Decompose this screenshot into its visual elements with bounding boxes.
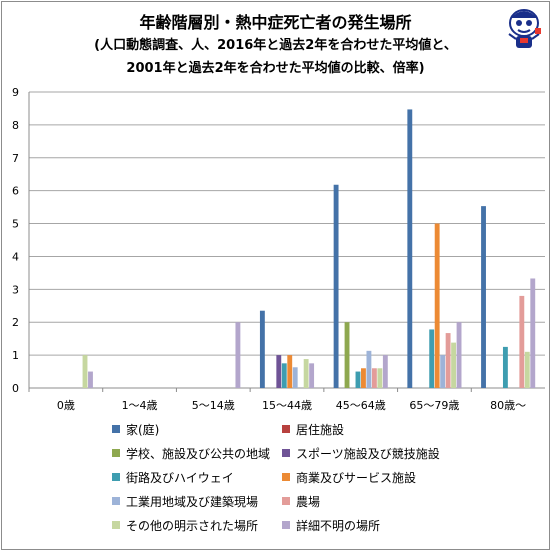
legend-label: 街路及びハイウェイ bbox=[126, 471, 234, 485]
x-tick-label: 15～44歳 bbox=[262, 399, 312, 412]
mascot-logo-icon bbox=[508, 9, 541, 48]
bar bbox=[451, 342, 457, 388]
legend-item: 学校、施設及び公共の地域 bbox=[112, 445, 270, 462]
legend-swatch bbox=[282, 449, 290, 457]
bar bbox=[361, 368, 366, 388]
legend-item: 農場 bbox=[282, 493, 320, 510]
legend-item: その他の明示された場所 bbox=[112, 517, 258, 534]
legend-label: スポーツ施設及び競技施設 bbox=[296, 447, 440, 461]
bar bbox=[371, 368, 377, 388]
bar bbox=[235, 322, 241, 388]
legend-label: 農場 bbox=[296, 495, 321, 509]
y-tick-label: 9 bbox=[12, 86, 19, 99]
legend-label: 工業用地域及び建築現場 bbox=[126, 495, 259, 509]
bar bbox=[276, 355, 282, 388]
bar bbox=[429, 329, 435, 388]
bar bbox=[445, 333, 451, 388]
legend-swatch bbox=[282, 521, 290, 529]
legend-item: 家(庭) bbox=[112, 421, 159, 438]
legend-swatch bbox=[282, 425, 290, 433]
x-tick-label: 45～64歳 bbox=[336, 399, 386, 412]
bar bbox=[456, 322, 462, 388]
legend-label: 商業及びサービス施設 bbox=[296, 471, 417, 485]
legend-swatch bbox=[112, 473, 120, 481]
bar bbox=[88, 371, 93, 388]
bar bbox=[502, 346, 508, 388]
legend-label: その他の明示された場所 bbox=[126, 519, 259, 533]
bar bbox=[377, 368, 383, 388]
legend-label: 詳細不明の場所 bbox=[296, 519, 381, 533]
y-tick-label: 8 bbox=[12, 119, 19, 132]
legend-item: 街路及びハイウェイ bbox=[112, 469, 234, 486]
bar bbox=[434, 223, 440, 388]
bar bbox=[333, 184, 339, 388]
legend-item: 商業及びサービス施設 bbox=[282, 469, 416, 486]
y-tick-label: 1 bbox=[12, 349, 19, 362]
bar bbox=[344, 322, 350, 388]
chart-title: 年齢階層別・熱中症死亡者の発生場所 bbox=[139, 13, 412, 32]
bar bbox=[259, 310, 265, 388]
legend-label: 居住施設 bbox=[296, 423, 345, 437]
bar bbox=[355, 371, 361, 388]
legend-swatch bbox=[112, 425, 120, 433]
legend-swatch bbox=[282, 497, 290, 505]
y-tick-label: 7 bbox=[12, 152, 19, 165]
legend-item: スポーツ施設及び競技施設 bbox=[282, 445, 440, 462]
legend-swatch bbox=[112, 521, 120, 529]
x-tick-label: 0歳 bbox=[57, 399, 75, 412]
bar bbox=[303, 359, 309, 388]
bar bbox=[530, 278, 536, 388]
legend-swatch bbox=[112, 449, 120, 457]
x-tick-label: 1～4歳 bbox=[122, 399, 158, 412]
y-tick-label: 5 bbox=[12, 218, 19, 231]
legend-item: 居住施設 bbox=[282, 421, 344, 438]
chart-subtitle-line-1: (人口動態調査、人、2016年と過去2年を合わせた平均値と、 bbox=[94, 38, 457, 53]
legend-item: 工業用地域及び建築現場 bbox=[112, 493, 258, 510]
bar bbox=[287, 355, 293, 388]
bar bbox=[281, 363, 287, 388]
y-tick-label: 0 bbox=[12, 382, 19, 395]
bar bbox=[440, 355, 446, 388]
bar bbox=[309, 363, 315, 388]
y-tick-label: 6 bbox=[12, 185, 19, 198]
y-tick-label: 3 bbox=[12, 283, 19, 296]
x-tick-label: 5～14歳 bbox=[192, 399, 235, 412]
x-tick-label: 65～79歳 bbox=[409, 399, 459, 412]
bar bbox=[292, 367, 298, 388]
x-tick-label: 80歳～ bbox=[490, 399, 526, 412]
bar bbox=[519, 295, 525, 388]
bar bbox=[481, 206, 486, 388]
bar bbox=[82, 355, 88, 388]
bar bbox=[524, 351, 530, 388]
legend-swatch bbox=[282, 473, 290, 481]
chart-subtitle-line-2: 2001年と過去2年を合わせた平均値の比較、倍率) bbox=[126, 61, 425, 76]
y-tick-label: 4 bbox=[12, 250, 19, 263]
legend-label: 家(庭) bbox=[126, 423, 160, 437]
y-tick-label: 2 bbox=[12, 316, 19, 329]
legend-item: 詳細不明の場所 bbox=[282, 517, 380, 534]
bar bbox=[382, 355, 388, 388]
bar bbox=[366, 350, 372, 388]
bar bbox=[407, 109, 413, 388]
legend-label: 学校、施設及び公共の地域 bbox=[126, 447, 271, 461]
legend-swatch bbox=[112, 497, 120, 505]
